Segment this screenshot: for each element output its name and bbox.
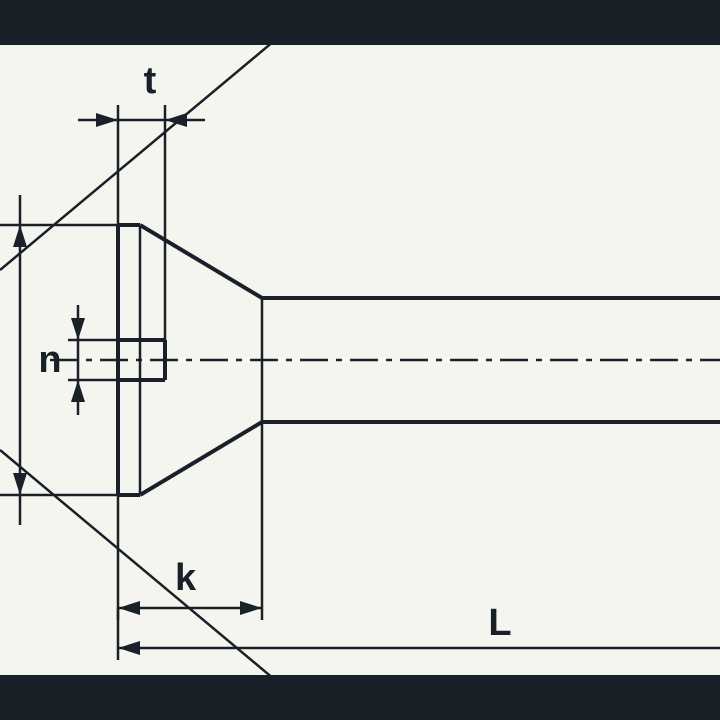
dim-k-label: k <box>175 557 197 599</box>
arrowhead-left <box>118 601 140 615</box>
cone-top <box>140 225 262 298</box>
arrowhead-right <box>96 113 118 127</box>
drawing-canvas: t n k L <box>0 45 720 675</box>
arrowhead-up <box>71 380 85 402</box>
arrowhead-up <box>13 225 27 247</box>
arrowhead-right <box>240 601 262 615</box>
cone-bot <box>140 422 262 495</box>
arrowhead-left <box>118 641 140 655</box>
drawing-svg: t n k L <box>0 45 720 675</box>
dim-t-label: t <box>144 60 157 102</box>
dim-L-label: L <box>488 602 511 644</box>
arrowhead-down <box>71 318 85 340</box>
dim-n-label: n <box>38 339 61 381</box>
countersink-angle-line-down <box>0 450 335 675</box>
countersink-angle-line-up <box>0 45 335 270</box>
arrowhead-left <box>165 113 187 127</box>
arrowhead-down <box>13 473 27 495</box>
